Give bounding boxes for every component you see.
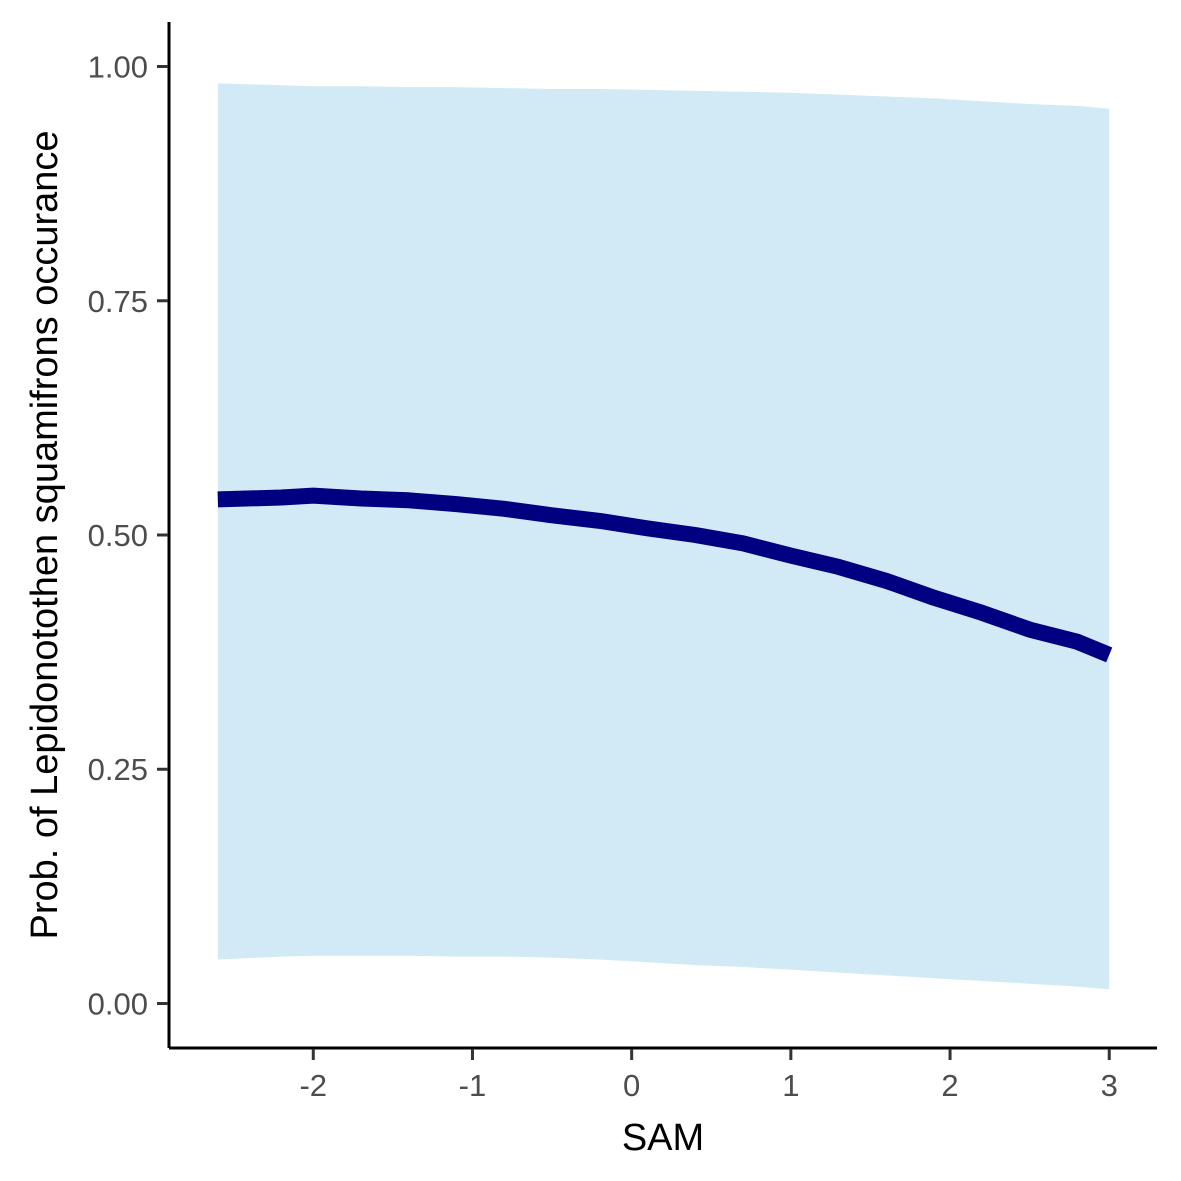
x-tick-label: -2 <box>299 1068 327 1103</box>
x-tick-label: 1 <box>782 1068 799 1103</box>
x-tick-label: 2 <box>941 1068 958 1103</box>
y-axis-title: Prob. of Lepidonotothen squamifrons occu… <box>24 130 66 939</box>
y-tick-label: 1.00 <box>88 50 148 85</box>
axes <box>167 22 1157 1050</box>
y-tick-label: 0.50 <box>88 518 148 553</box>
prediction-line-layer <box>217 487 1113 663</box>
x-tick-label: 3 <box>1101 1068 1118 1103</box>
y-tick-label: 0.00 <box>88 986 148 1021</box>
x-tick-label: 0 <box>623 1068 640 1103</box>
x-tick-label: -1 <box>459 1068 487 1103</box>
prediction-line <box>217 487 1113 663</box>
ticks: -2 -1 0 1 2 3 0.00 0.25 0.50 0.75 1.00 <box>88 50 1118 1103</box>
x-axis-title: SAM <box>622 1117 704 1159</box>
y-tick-label: 0.75 <box>88 284 148 319</box>
y-tick-label: 0.25 <box>88 752 148 787</box>
